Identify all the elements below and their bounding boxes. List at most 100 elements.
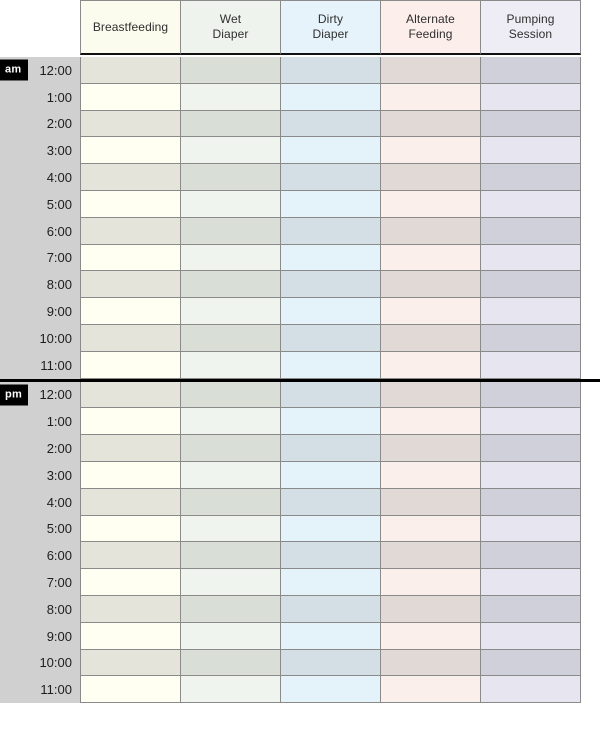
entry-cell-breastfeeding[interactable] [80, 435, 180, 462]
entry-cell-pumping-session[interactable] [480, 271, 581, 299]
entry-cell-wet-diaper[interactable] [180, 217, 280, 245]
entry-cell-pumping-session[interactable] [480, 324, 581, 352]
entry-cell-alternate-feeding[interactable] [380, 324, 480, 352]
entry-cell-pumping-session[interactable] [480, 649, 581, 677]
entry-cell-breastfeeding[interactable] [80, 324, 180, 352]
entry-cell-breastfeeding[interactable] [80, 137, 180, 165]
entry-cell-pumping-session[interactable] [480, 622, 581, 650]
entry-cell-pumping-session[interactable] [480, 137, 581, 165]
entry-cell-pumping-session[interactable] [480, 569, 581, 596]
entry-cell-dirty-diaper[interactable] [280, 244, 380, 272]
entry-cell-wet-diaper[interactable] [180, 461, 280, 489]
entry-cell-dirty-diaper[interactable] [280, 298, 380, 325]
entry-cell-pumping-session[interactable] [480, 488, 581, 516]
entry-cell-alternate-feeding[interactable] [380, 137, 480, 165]
entry-cell-wet-diaper[interactable] [180, 408, 280, 436]
entry-cell-wet-diaper[interactable] [180, 381, 280, 409]
entry-cell-alternate-feeding[interactable] [380, 435, 480, 462]
entry-cell-alternate-feeding[interactable] [380, 83, 480, 111]
entry-cell-wet-diaper[interactable] [180, 110, 280, 138]
entry-cell-dirty-diaper[interactable] [280, 57, 380, 84]
entry-cell-dirty-diaper[interactable] [280, 324, 380, 352]
entry-cell-dirty-diaper[interactable] [280, 381, 380, 409]
entry-cell-wet-diaper[interactable] [180, 595, 280, 623]
entry-cell-wet-diaper[interactable] [180, 649, 280, 677]
entry-cell-pumping-session[interactable] [480, 110, 581, 138]
entry-cell-pumping-session[interactable] [480, 83, 581, 111]
entry-cell-breastfeeding[interactable] [80, 190, 180, 218]
entry-cell-pumping-session[interactable] [480, 190, 581, 218]
entry-cell-breastfeeding[interactable] [80, 351, 180, 379]
entry-cell-breastfeeding[interactable] [80, 542, 180, 570]
entry-cell-breastfeeding[interactable] [80, 622, 180, 650]
entry-cell-breastfeeding[interactable] [80, 488, 180, 516]
entry-cell-alternate-feeding[interactable] [380, 595, 480, 623]
entry-cell-dirty-diaper[interactable] [280, 351, 380, 379]
entry-cell-pumping-session[interactable] [480, 298, 581, 325]
entry-cell-dirty-diaper[interactable] [280, 649, 380, 677]
entry-cell-breastfeeding[interactable] [80, 595, 180, 623]
entry-cell-breastfeeding[interactable] [80, 381, 180, 409]
entry-cell-alternate-feeding[interactable] [380, 110, 480, 138]
entry-cell-alternate-feeding[interactable] [380, 381, 480, 409]
entry-cell-wet-diaper[interactable] [180, 164, 280, 191]
entry-cell-alternate-feeding[interactable] [380, 676, 480, 704]
entry-cell-pumping-session[interactable] [480, 461, 581, 489]
entry-cell-wet-diaper[interactable] [180, 190, 280, 218]
entry-cell-breastfeeding[interactable] [80, 461, 180, 489]
entry-cell-alternate-feeding[interactable] [380, 164, 480, 191]
entry-cell-wet-diaper[interactable] [180, 488, 280, 516]
entry-cell-alternate-feeding[interactable] [380, 408, 480, 436]
entry-cell-breastfeeding[interactable] [80, 57, 180, 84]
entry-cell-dirty-diaper[interactable] [280, 595, 380, 623]
entry-cell-dirty-diaper[interactable] [280, 569, 380, 596]
entry-cell-alternate-feeding[interactable] [380, 649, 480, 677]
entry-cell-dirty-diaper[interactable] [280, 622, 380, 650]
entry-cell-pumping-session[interactable] [480, 57, 581, 84]
entry-cell-breastfeeding[interactable] [80, 217, 180, 245]
entry-cell-dirty-diaper[interactable] [280, 676, 380, 704]
entry-cell-wet-diaper[interactable] [180, 271, 280, 299]
entry-cell-pumping-session[interactable] [480, 676, 581, 704]
entry-cell-breastfeeding[interactable] [80, 110, 180, 138]
entry-cell-alternate-feeding[interactable] [380, 217, 480, 245]
entry-cell-wet-diaper[interactable] [180, 57, 280, 84]
entry-cell-alternate-feeding[interactable] [380, 488, 480, 516]
entry-cell-breastfeeding[interactable] [80, 676, 180, 704]
entry-cell-pumping-session[interactable] [480, 595, 581, 623]
entry-cell-dirty-diaper[interactable] [280, 217, 380, 245]
entry-cell-alternate-feeding[interactable] [380, 351, 480, 379]
entry-cell-alternate-feeding[interactable] [380, 461, 480, 489]
entry-cell-dirty-diaper[interactable] [280, 488, 380, 516]
entry-cell-pumping-session[interactable] [480, 408, 581, 436]
entry-cell-pumping-session[interactable] [480, 164, 581, 191]
entry-cell-pumping-session[interactable] [480, 244, 581, 272]
entry-cell-dirty-diaper[interactable] [280, 137, 380, 165]
entry-cell-breastfeeding[interactable] [80, 271, 180, 299]
entry-cell-wet-diaper[interactable] [180, 83, 280, 111]
entry-cell-alternate-feeding[interactable] [380, 190, 480, 218]
entry-cell-wet-diaper[interactable] [180, 515, 280, 543]
entry-cell-alternate-feeding[interactable] [380, 542, 480, 570]
entry-cell-pumping-session[interactable] [480, 515, 581, 543]
entry-cell-wet-diaper[interactable] [180, 569, 280, 596]
entry-cell-pumping-session[interactable] [480, 435, 581, 462]
entry-cell-breastfeeding[interactable] [80, 515, 180, 543]
entry-cell-dirty-diaper[interactable] [280, 271, 380, 299]
entry-cell-wet-diaper[interactable] [180, 622, 280, 650]
entry-cell-wet-diaper[interactable] [180, 324, 280, 352]
entry-cell-pumping-session[interactable] [480, 217, 581, 245]
entry-cell-wet-diaper[interactable] [180, 137, 280, 165]
entry-cell-dirty-diaper[interactable] [280, 110, 380, 138]
entry-cell-breastfeeding[interactable] [80, 569, 180, 596]
entry-cell-alternate-feeding[interactable] [380, 271, 480, 299]
entry-cell-dirty-diaper[interactable] [280, 461, 380, 489]
entry-cell-breastfeeding[interactable] [80, 298, 180, 325]
entry-cell-breastfeeding[interactable] [80, 164, 180, 191]
entry-cell-breastfeeding[interactable] [80, 83, 180, 111]
entry-cell-pumping-session[interactable] [480, 542, 581, 570]
entry-cell-alternate-feeding[interactable] [380, 57, 480, 84]
entry-cell-dirty-diaper[interactable] [280, 83, 380, 111]
entry-cell-breastfeeding[interactable] [80, 244, 180, 272]
entry-cell-pumping-session[interactable] [480, 381, 581, 409]
